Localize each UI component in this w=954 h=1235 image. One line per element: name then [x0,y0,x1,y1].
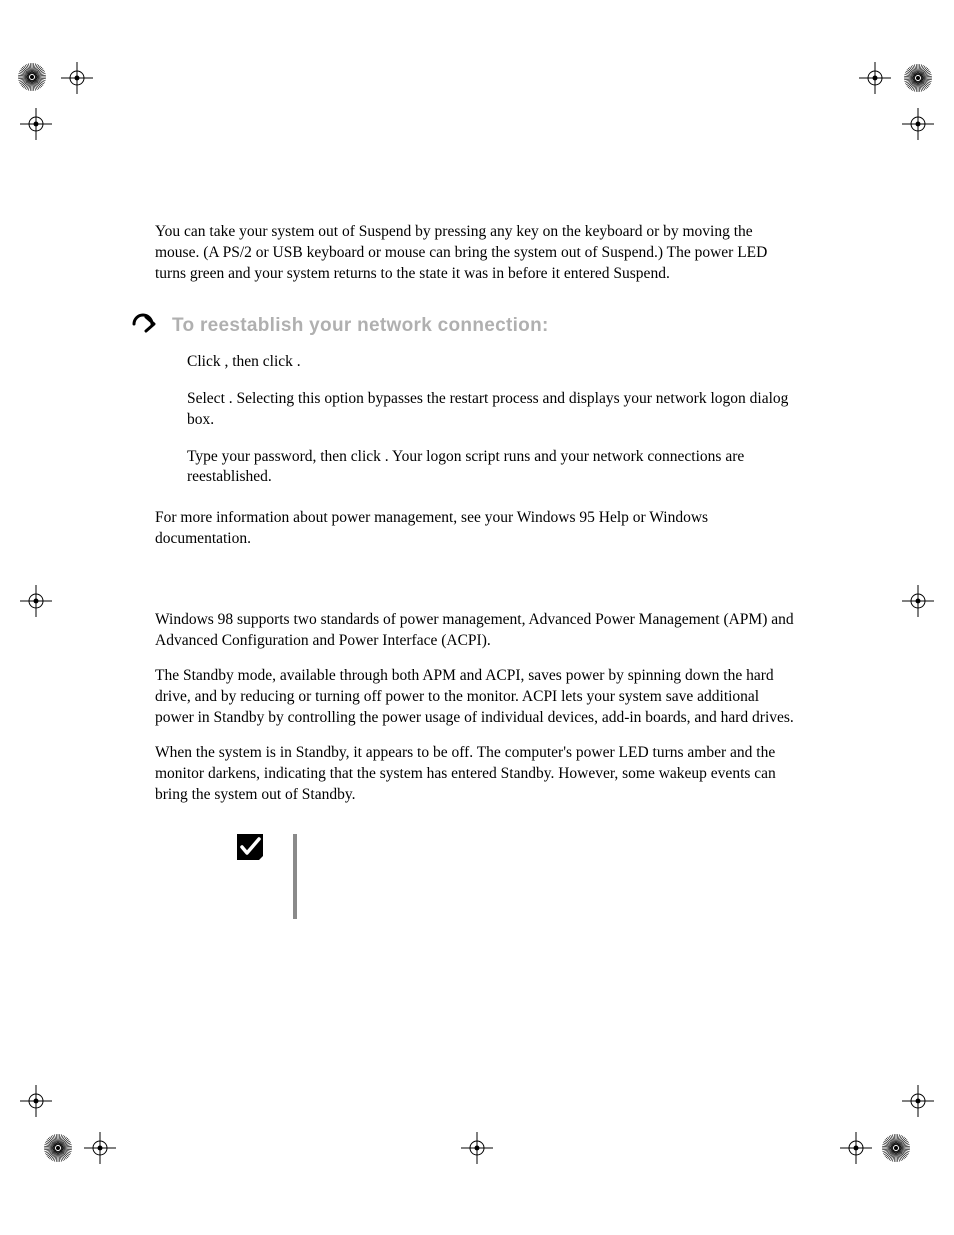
crop-mark-cross-icon [902,585,934,617]
crop-mark-cross-icon [840,1132,872,1164]
step-2: Select . Selecting this option bypasses … [187,389,795,431]
step-1: Click , then click . [187,352,795,373]
crop-mark-cross-icon [20,108,52,140]
checkmark-icon [237,834,263,865]
section2-p1: Windows 98 supports two standards of pow… [155,610,795,652]
crop-mark-radial-icon [903,63,933,93]
crop-mark-cross-icon [20,585,52,617]
heading-row: To reestablish your network connection: [0,313,795,340]
note-divider-bar [293,834,297,919]
note-row [237,834,795,919]
arrow-right-icon [132,313,158,340]
page-content: You can take your system out of Suspend … [155,222,795,919]
step-3: Type your password, then click . Your lo… [187,447,795,489]
crop-mark-cross-icon [461,1132,493,1164]
after-steps-paragraph: For more information about power managem… [155,508,795,550]
step-list: Click , then click . Select . Selecting … [187,352,795,489]
crop-mark-radial-icon [17,62,47,92]
crop-mark-cross-icon [61,62,93,94]
crop-mark-radial-icon [881,1133,911,1163]
section-2: Windows 98 supports two standards of pow… [155,610,795,805]
section2-p2: The Standby mode, available through both… [155,666,795,729]
crop-mark-cross-icon [902,108,934,140]
intro-paragraph: You can take your system out of Suspend … [155,222,795,285]
crop-mark-cross-icon [20,1085,52,1117]
crop-mark-cross-icon [84,1132,116,1164]
crop-mark-cross-icon [902,1085,934,1117]
section2-p3: When the system is in Standby, it appear… [155,743,795,806]
crop-mark-cross-icon [859,62,891,94]
crop-mark-radial-icon [43,1133,73,1163]
heading-text: To reestablish your network connection: [172,315,549,337]
